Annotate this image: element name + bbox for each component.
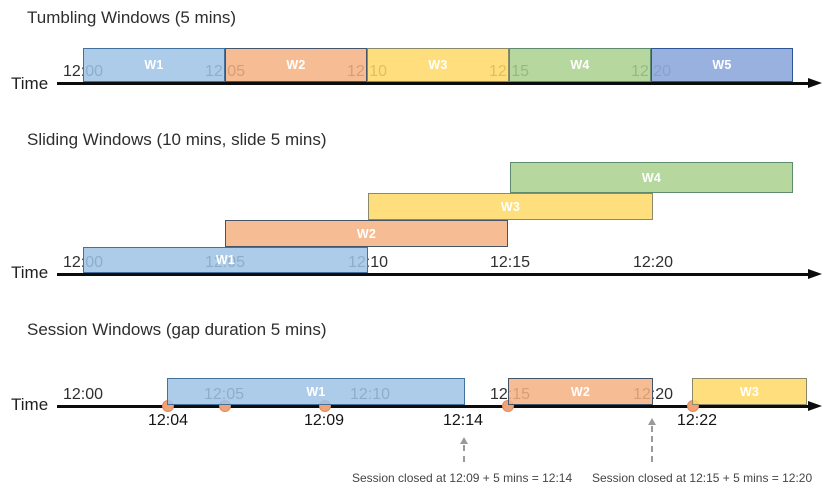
section-title-sliding: Sliding Windows (10 mins, slide 5 mins) (27, 130, 327, 149)
axis-tick: 12:15 (489, 254, 531, 271)
event-time-label: 12:09 (303, 412, 345, 429)
window-label: W3 (428, 58, 448, 72)
axis-time-label: Time (11, 395, 49, 414)
window-box-w2: W2 (225, 220, 508, 247)
window-label: W5 (712, 58, 732, 72)
window-box-w4: W4 (510, 162, 793, 193)
session-annotation: Session closed at 12:09 + 5 mins = 12:14 (352, 471, 573, 485)
window-label: W2 (356, 226, 377, 241)
dashed-up-arrow-icon (460, 437, 468, 444)
window-label: W1 (144, 58, 164, 72)
event-time-label: 12:22 (676, 412, 718, 429)
window-box-w1: W1 (83, 48, 225, 82)
section-title-session: Session Windows (gap duration 5 mins) (27, 320, 327, 339)
window-box-w2: W2 (508, 378, 653, 405)
event-time-label: 12:14 (442, 412, 484, 429)
window-label: W3 (500, 199, 521, 214)
window-box-w3: W3 (367, 48, 509, 82)
window-label: W4 (641, 170, 662, 185)
dashed-arrow-line (651, 426, 653, 462)
section-title-tumbling: Tumbling Windows (5 mins) (27, 8, 237, 27)
session-annotation: Session closed at 12:15 + 5 mins = 12:20 (592, 471, 813, 485)
time-axis-line (57, 273, 808, 276)
window-box-w4: W4 (509, 48, 651, 82)
time-axis-arrow-icon (808, 269, 822, 279)
window-label: W2 (570, 384, 591, 399)
window-box-w1: W1 (83, 247, 368, 273)
window-label: W3 (739, 384, 760, 399)
window-box-w3: W3 (368, 193, 653, 220)
event-time-label: 12:04 (147, 412, 189, 429)
window-label: W2 (286, 58, 306, 72)
time-axis-arrow-icon (808, 401, 822, 411)
axis-time-label: Time (11, 263, 49, 282)
window-box-w5: W5 (651, 48, 793, 82)
time-axis-line (57, 405, 808, 408)
time-axis-line (57, 82, 808, 85)
dashed-arrow-line (463, 445, 465, 462)
window-label: W1 (215, 253, 236, 267)
dashed-up-arrow-icon (648, 418, 656, 425)
axis-tick: 12:20 (632, 254, 674, 271)
axis-time-label: Time (11, 74, 49, 93)
window-label: W1 (306, 384, 326, 399)
window-box-w2: W2 (225, 48, 367, 82)
window-box-w1: W1 (167, 378, 465, 405)
time-axis-arrow-icon (808, 78, 822, 88)
window-box-w3: W3 (692, 378, 807, 405)
axis-tick: 12:00 (62, 386, 104, 403)
window-label: W4 (570, 58, 590, 72)
